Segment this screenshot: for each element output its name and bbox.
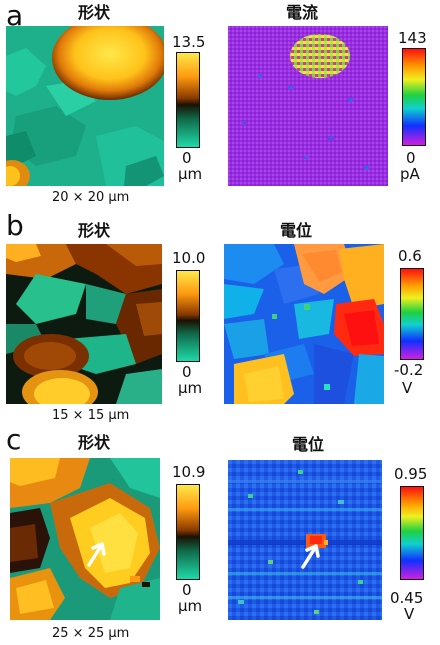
panel-c-topography-arrow-icon [86, 538, 112, 568]
panel-c-height-min: 0 [182, 581, 192, 599]
panel-a-height-colorbar [176, 52, 200, 148]
panel-a-current-image [228, 26, 388, 186]
panel-c-scale-label: 25 × 25 μm [52, 626, 130, 641]
panel-b-potential-title: 電位 [280, 221, 313, 240]
panel-a-current-title: 電流 [286, 3, 319, 22]
panel-b-height-colorbar [176, 270, 200, 362]
panel-a-scale-label: 20 × 20 μm [52, 190, 130, 205]
panel-b-height-min: 0 [182, 363, 192, 381]
panel-b-potential-unit: V [402, 379, 413, 397]
panel-a-current-colorbar [402, 48, 426, 146]
panel-c-potential-max: 0.95 [394, 465, 428, 483]
panel-b-potential-colorbar [400, 268, 424, 360]
panel-c-potential-arrow-icon [300, 540, 326, 570]
panel-c-potential-colorbar [400, 486, 424, 580]
panel-b-topography-image [6, 244, 162, 404]
panel-c-potential-min: 0.45 [390, 589, 424, 607]
panel-b-height-max: 10.0 [172, 249, 206, 267]
panel-c-letter: c [6, 423, 22, 456]
panel-a-height-unit: μm [178, 165, 203, 183]
panel-c-topography-title: 形状 [78, 433, 111, 452]
panel-a-current-unit: pA [400, 165, 420, 183]
panel-b-letter: b [6, 209, 24, 242]
panel-b-height-unit: μm [178, 379, 203, 397]
panel-a-letter: a [6, 0, 24, 32]
panel-c-height-unit: μm [178, 597, 203, 615]
panel-a-current-min: 0 [406, 149, 416, 167]
panel-a-height-max: 13.5 [172, 33, 206, 51]
panel-b-potential-max: 0.6 [398, 247, 422, 265]
panel-a-height-min: 0 [182, 149, 192, 167]
panel-c-height-max: 10.9 [172, 463, 206, 481]
panel-b-scale-label: 15 × 15 μm [52, 408, 130, 423]
panel-a-topography-title: 形状 [78, 3, 111, 22]
panel-c-potential-unit: V [404, 605, 415, 623]
panel-c-topography-image [10, 458, 160, 620]
panel-c-height-colorbar [176, 484, 200, 580]
panel-a-current-max: 143 [398, 29, 427, 47]
panel-c-potential-title: 電位 [292, 435, 325, 454]
panel-b-potential-image [224, 244, 384, 404]
panel-b-potential-min: -0.2 [394, 361, 424, 379]
panel-b-topography-title: 形状 [78, 221, 111, 240]
panel-c-potential-image [228, 460, 382, 620]
panel-a-topography-image [6, 26, 164, 186]
